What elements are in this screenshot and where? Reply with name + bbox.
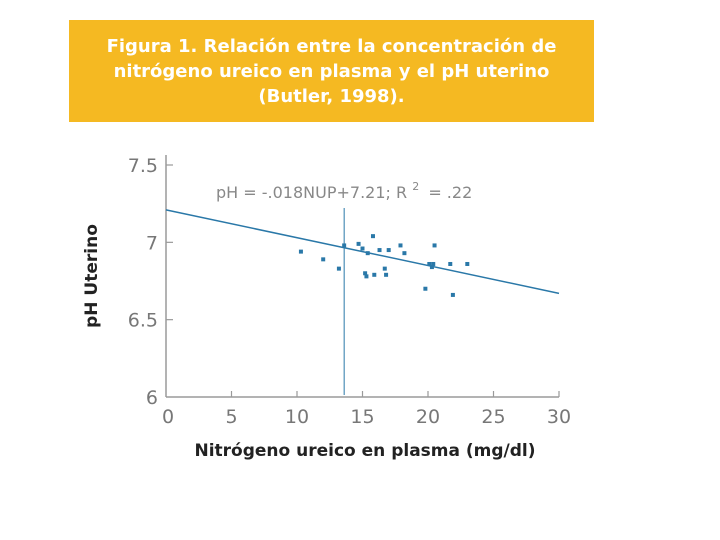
data-point	[448, 261, 453, 266]
y-axis-label: pH Uterino	[82, 224, 102, 328]
data-point	[431, 261, 436, 266]
data-point	[365, 251, 370, 256]
x-axis-label: Nitrógeno ureico en plasma (mg/dl)	[194, 441, 535, 461]
data-point	[429, 265, 434, 270]
chart-ticks: 0 5 10 15 20 25 30 6 6.5 7 7.5	[128, 155, 571, 428]
regression-equation-main: pH = -.018NUP+7.21; R	[216, 183, 407, 202]
regression-equation-tail: = .22	[428, 183, 472, 202]
x-tick-label: 30	[547, 406, 571, 428]
data-point	[298, 249, 303, 254]
figure-title-line-1: Figura 1. Relación entre la concentració…	[106, 36, 557, 57]
data-point	[423, 286, 428, 291]
x-tick-label: 15	[350, 406, 374, 428]
data-point	[364, 274, 369, 279]
x-tick-label: 5	[225, 406, 237, 428]
data-point	[432, 243, 437, 248]
data-point	[370, 234, 375, 239]
y-tick-label: 6	[146, 387, 158, 409]
figure-title-box: Figura 1. Relación entre la concentració…	[69, 20, 594, 122]
data-point	[386, 248, 391, 253]
regression-line	[165, 209, 560, 295]
data-point	[382, 266, 387, 271]
data-point	[372, 272, 377, 277]
regression-equation-superscript: 2	[412, 180, 419, 193]
data-point	[363, 271, 368, 276]
chart-series	[165, 208, 560, 395]
data-point	[377, 248, 382, 253]
data-point	[342, 243, 347, 248]
data-point	[384, 272, 389, 277]
data-point	[398, 243, 403, 248]
data-point	[321, 257, 326, 262]
x-tick-label: 20	[416, 406, 440, 428]
x-tick-label: 0	[162, 406, 174, 428]
y-tick-label: 7	[146, 232, 158, 254]
x-tick-label: 25	[481, 406, 505, 428]
x-tick-label: 10	[285, 406, 309, 428]
data-point	[450, 292, 455, 297]
data-point	[336, 266, 341, 271]
y-tick-label: 7.5	[128, 155, 158, 177]
data-point	[402, 251, 407, 256]
data-point	[465, 261, 470, 266]
data-point	[356, 241, 361, 246]
figure-title-line-3: (Butler, 1998).	[258, 86, 405, 107]
y-tick-label: 6.5	[128, 310, 158, 332]
data-point	[427, 261, 432, 266]
data-point	[360, 246, 365, 251]
figure-title-line-2: nitrógeno ureico en plasma y el pH uteri…	[113, 61, 550, 82]
regression-equation: pH = -.018NUP+7.21; R 2 = .22	[216, 175, 472, 202]
